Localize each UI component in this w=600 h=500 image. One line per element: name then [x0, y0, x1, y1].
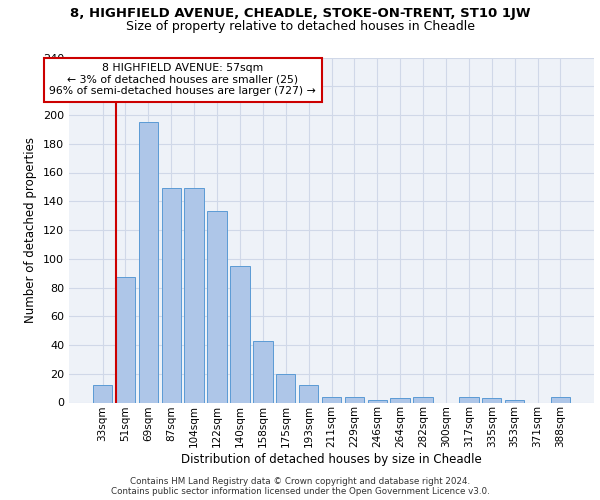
- Bar: [391, 398, 410, 402]
- Bar: [184, 188, 204, 402]
- Bar: [208, 212, 227, 402]
- Bar: [322, 397, 341, 402]
- Bar: [230, 266, 250, 402]
- Bar: [459, 397, 479, 402]
- Bar: [505, 400, 524, 402]
- Bar: [368, 400, 387, 402]
- X-axis label: Distribution of detached houses by size in Cheadle: Distribution of detached houses by size …: [181, 453, 482, 466]
- Bar: [139, 122, 158, 402]
- Text: 8 HIGHFIELD AVENUE: 57sqm
← 3% of detached houses are smaller (25)
96% of semi-d: 8 HIGHFIELD AVENUE: 57sqm ← 3% of detach…: [49, 63, 316, 96]
- Bar: [482, 398, 502, 402]
- Bar: [161, 188, 181, 402]
- Y-axis label: Number of detached properties: Number of detached properties: [25, 137, 37, 323]
- Bar: [551, 397, 570, 402]
- Bar: [413, 397, 433, 402]
- Text: Contains HM Land Registry data © Crown copyright and database right 2024.
Contai: Contains HM Land Registry data © Crown c…: [110, 476, 490, 496]
- Bar: [253, 340, 272, 402]
- Text: 8, HIGHFIELD AVENUE, CHEADLE, STOKE-ON-TRENT, ST10 1JW: 8, HIGHFIELD AVENUE, CHEADLE, STOKE-ON-T…: [70, 8, 530, 20]
- Bar: [93, 385, 112, 402]
- Bar: [116, 278, 135, 402]
- Bar: [276, 374, 295, 402]
- Bar: [344, 397, 364, 402]
- Text: Size of property relative to detached houses in Cheadle: Size of property relative to detached ho…: [125, 20, 475, 33]
- Bar: [299, 385, 319, 402]
